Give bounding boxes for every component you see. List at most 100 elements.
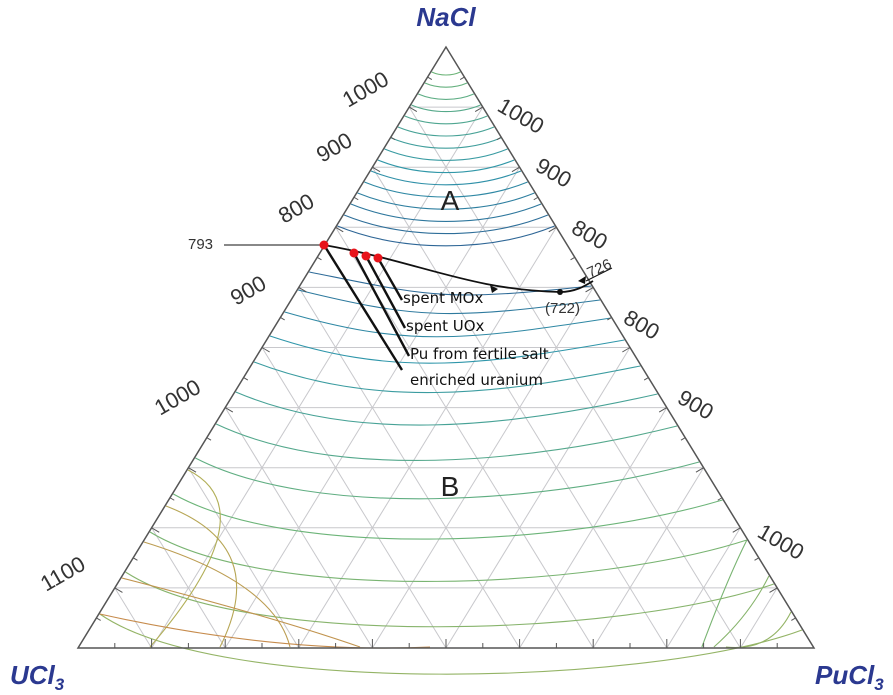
isotherm-upper bbox=[337, 225, 555, 247]
isotherm-lower bbox=[195, 457, 700, 500]
isotherm-upper bbox=[404, 115, 488, 125]
axis-tick bbox=[372, 166, 381, 173]
isotherm-upper bbox=[411, 104, 481, 113]
axis-tick bbox=[607, 317, 612, 321]
composition-marker bbox=[349, 248, 359, 258]
composition-grid bbox=[114, 106, 778, 649]
grid-line bbox=[114, 587, 153, 649]
isotherm-right bbox=[713, 575, 770, 648]
fuel-path-label-pu-fertile: Pu from fertile salt bbox=[410, 345, 549, 363]
point-label-793: 793 bbox=[188, 236, 213, 253]
grid-line bbox=[298, 227, 557, 649]
axis-tick bbox=[96, 617, 101, 621]
isotherm-right bbox=[701, 539, 748, 648]
isotherm-lower bbox=[125, 571, 774, 628]
isotherm-lower bbox=[253, 361, 641, 394]
isotherm-lower bbox=[215, 423, 678, 462]
isotherm-upper bbox=[364, 181, 528, 198]
fuel-path-label-spent-mox: spent MOx bbox=[403, 289, 483, 307]
isotherm-upper bbox=[384, 148, 508, 161]
vertex-label-pucl3-sub: 3 bbox=[874, 675, 884, 694]
isotherm-label-left-1100: 1100 bbox=[36, 551, 89, 596]
isotherm-lower bbox=[235, 391, 658, 426]
isotherm-curves bbox=[99, 71, 803, 675]
isotherm-label-left-900-top: 900 bbox=[312, 127, 356, 167]
axis-tick bbox=[224, 407, 234, 413]
isotherm-lower bbox=[269, 335, 625, 364]
isotherm-hot bbox=[149, 469, 221, 648]
axis-tick bbox=[169, 497, 175, 501]
isotherm-hot bbox=[143, 541, 291, 648]
vertex-label-nacl: NaCl bbox=[416, 2, 476, 32]
grid-line bbox=[592, 467, 705, 649]
isotherm-hot bbox=[165, 505, 238, 648]
isotherm-label-left-800: 800 bbox=[274, 188, 318, 228]
axis-tick bbox=[114, 587, 123, 593]
isotherm-hot bbox=[121, 577, 361, 648]
annotations bbox=[224, 240, 613, 371]
axis-tick bbox=[643, 377, 649, 381]
isotherm-hot bbox=[99, 613, 431, 649]
axis-tick bbox=[335, 226, 344, 233]
isotherm-upper bbox=[397, 126, 495, 137]
axis-tick bbox=[548, 226, 557, 233]
axis-tick bbox=[316, 256, 322, 261]
axis-tick bbox=[717, 497, 723, 501]
fuel-path-line bbox=[376, 257, 404, 301]
axis-tick bbox=[496, 136, 502, 141]
composition-marker bbox=[373, 253, 383, 263]
grid-line bbox=[445, 347, 631, 649]
isotherm-upper bbox=[418, 93, 474, 100]
axis-ticks bbox=[96, 76, 796, 648]
grid-line bbox=[261, 347, 447, 649]
axis-tick bbox=[243, 377, 249, 381]
vertex-label-pucl3-main: PuCl bbox=[815, 660, 875, 690]
grid-line bbox=[151, 106, 484, 649]
isotherm-upper bbox=[357, 192, 535, 210]
axis-tick bbox=[280, 317, 285, 321]
isotherm-upper bbox=[391, 137, 501, 149]
isotherm-upper bbox=[370, 170, 522, 186]
isotherm-lower bbox=[149, 531, 748, 582]
axis-tick bbox=[570, 256, 576, 261]
valley-arrow-icon bbox=[578, 276, 586, 284]
isotherm-label-left-1000-top: 1000 bbox=[338, 66, 393, 112]
leader-line-726 bbox=[585, 267, 613, 282]
axis-tick bbox=[791, 617, 796, 621]
region-label-a: A bbox=[441, 185, 460, 216]
isotherm-label-right-800-top: 800 bbox=[568, 215, 612, 255]
axis-tick bbox=[658, 407, 668, 413]
composition-marker bbox=[319, 240, 329, 250]
eutectic-valley-curve bbox=[323, 244, 594, 293]
isotherm-lower bbox=[173, 493, 723, 540]
axis-tick bbox=[680, 437, 686, 441]
isotherm-label-right-800-bottom: 800 bbox=[620, 305, 664, 345]
axis-tick bbox=[261, 347, 270, 353]
axis-tick bbox=[732, 527, 741, 533]
axis-tick bbox=[132, 557, 138, 561]
fuel-path-label-enriched-uranium: enriched uranium bbox=[410, 371, 543, 389]
isotherm-upper bbox=[377, 159, 515, 174]
isotherm-upper bbox=[343, 214, 549, 235]
axis-tick bbox=[754, 557, 760, 561]
isotherm-lower bbox=[284, 311, 612, 338]
fuel-path-line bbox=[352, 252, 411, 357]
axis-tick bbox=[427, 76, 433, 80]
isotherm-label-left-1000-bottom: 1000 bbox=[150, 374, 205, 420]
vertex-label-ucl3: UCl3 bbox=[10, 660, 65, 694]
composition-marker bbox=[361, 251, 371, 261]
fuel-path-line bbox=[322, 244, 404, 371]
point-label-726: 726 bbox=[585, 256, 615, 282]
isotherm-label-right-900-top: 900 bbox=[532, 153, 576, 193]
axis-tick bbox=[769, 587, 778, 593]
isotherm-upper bbox=[350, 203, 542, 222]
axis-tick bbox=[459, 76, 465, 80]
axis-tick bbox=[353, 196, 359, 201]
isotherm-label-right-900-bottom: 900 bbox=[674, 385, 718, 425]
region-label-b: B bbox=[441, 471, 460, 502]
axis-tick bbox=[511, 166, 520, 173]
isotherm-upper bbox=[431, 71, 461, 76]
axis-tick bbox=[695, 467, 704, 473]
isotherm-right bbox=[725, 611, 792, 649]
